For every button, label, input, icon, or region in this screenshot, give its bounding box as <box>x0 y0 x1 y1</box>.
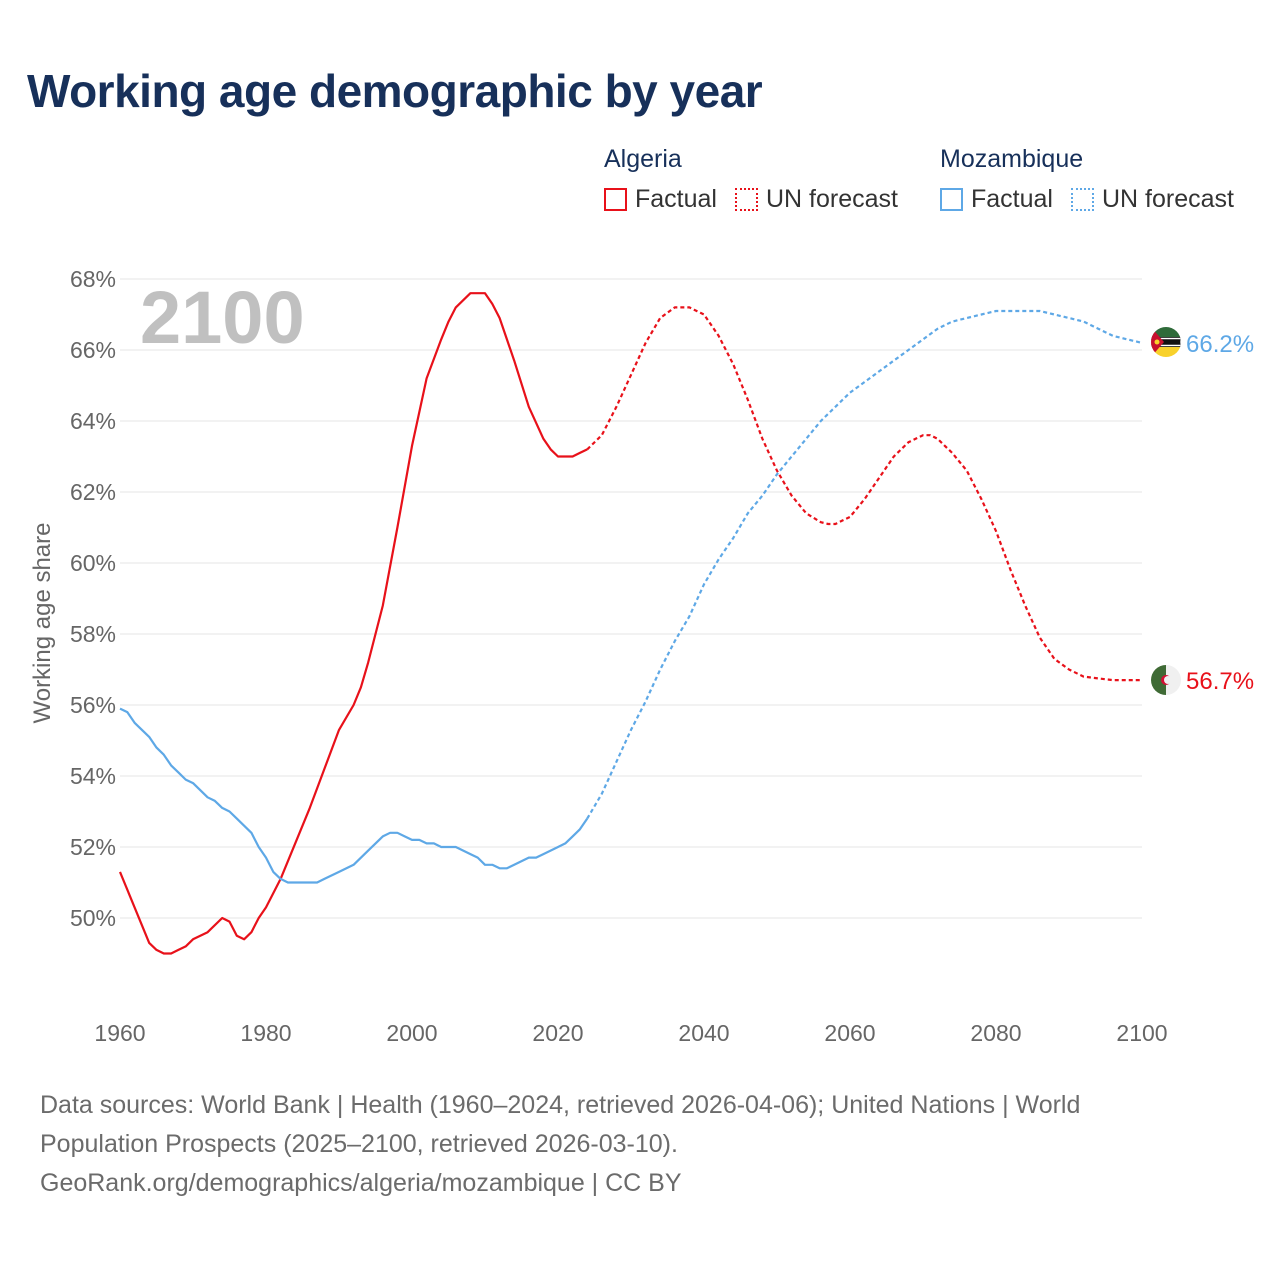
y-tick-label: 56% <box>70 692 116 718</box>
x-tick-label: 1960 <box>94 1020 145 1046</box>
x-tick-label: 2060 <box>824 1020 875 1046</box>
legend-label: Factual <box>971 185 1053 213</box>
y-tick-label: 62% <box>70 479 116 505</box>
legend-swatch-dotted <box>734 188 758 211</box>
footer-sources: Data sources: World Bank | Health (1960–… <box>40 1086 1240 1203</box>
y-tick-label: 58% <box>70 621 116 647</box>
legend-item-mozambique-factual[interactable]: Factual <box>940 185 1053 214</box>
footer-line: Data sources: World Bank | Health (1960–… <box>40 1091 1081 1119</box>
legend-swatch-dotted <box>1070 188 1094 211</box>
x-tick-label: 2100 <box>1116 1020 1167 1046</box>
mozambique-factual-line <box>119 707 589 884</box>
algeria-end-label: 56.7% <box>1186 668 1254 695</box>
legend-label: Factual <box>635 185 717 213</box>
legend-country-label: Algeria <box>604 145 682 173</box>
legend-swatch-solid <box>940 188 963 211</box>
mozambique-flag-icon <box>1151 327 1181 357</box>
year-overlay: 2100 <box>140 276 305 359</box>
legend-item-algeria-factual[interactable]: Factual <box>604 185 717 214</box>
algeria-forecast-line <box>586 306 1142 682</box>
y-tick-label: 54% <box>70 763 116 789</box>
algeria-factual-line <box>118 292 588 955</box>
x-tick-label: 2040 <box>678 1020 729 1046</box>
y-tick-label: 60% <box>70 550 116 576</box>
legend-country-label: Mozambique <box>940 145 1084 173</box>
legend-label: UN forecast <box>765 185 898 213</box>
y-tick-label: 68% <box>70 266 116 292</box>
x-tick-label: 2080 <box>970 1020 1021 1046</box>
y-tick-label: 50% <box>70 905 116 931</box>
legend-mozambique: Mozambique Factual UN forecast <box>940 143 1252 214</box>
legend-label: UN forecast <box>1101 185 1234 213</box>
mozambique-forecast-line <box>586 309 1143 820</box>
legend-swatch-solid <box>604 188 627 211</box>
line-chart: 50% 52% 54% 56% 58% 60% 62% 64% 66% 68% 1960 1980 20… <box>29 266 1254 1046</box>
legend-algeria: Algeria Factual UN forecast <box>604 143 916 214</box>
legend-item-algeria-forecast[interactable]: UN forecast <box>734 185 898 214</box>
mozambique-end-label: 66.2% <box>1186 331 1254 358</box>
x-tick-label: 2020 <box>532 1020 583 1046</box>
footer-line: GeoRank.org/demographics/algeria/mozambi… <box>40 1169 682 1197</box>
chart-title: Working age demographic by year <box>27 65 763 117</box>
y-tick-label: 52% <box>70 834 116 860</box>
y-axis-label: Working age share <box>29 523 56 724</box>
x-tick-label: 1980 <box>240 1020 291 1046</box>
footer-line: Population Prospects (2025–2100, retriev… <box>40 1130 678 1158</box>
legend-item-mozambique-forecast[interactable]: UN forecast <box>1070 185 1234 214</box>
y-tick-label: 66% <box>70 337 116 363</box>
x-tick-label: 2000 <box>386 1020 437 1046</box>
algeria-flag-icon <box>1151 665 1181 695</box>
y-tick-label: 64% <box>70 408 116 434</box>
